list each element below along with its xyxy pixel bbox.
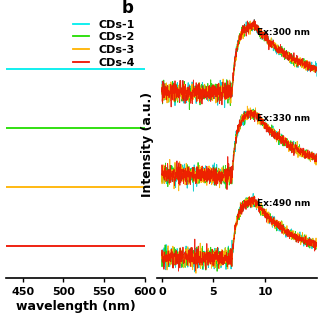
CDs-3 [92,185,95,189]
CDs-1 [104,67,108,71]
CDs-1 [143,67,147,71]
Y-axis label: Intensity (a.u.): Intensity (a.u.) [141,92,154,196]
CDs-3 [143,185,147,189]
CDs-2 [4,126,8,130]
CDs-1 [50,67,53,71]
CDs-4 [50,244,53,248]
CDs-3 [105,185,109,189]
CDs-1 [92,67,95,71]
CDs-3 [50,185,53,189]
CDs-1 [105,67,109,71]
Text: Ex:300 nm: Ex:300 nm [257,28,310,37]
CDs-3 [104,185,108,189]
CDs-3 [4,185,8,189]
CDs-1 [4,67,8,71]
CDs-3 [59,185,63,189]
CDs-2 [92,126,95,130]
CDs-3 [21,185,25,189]
CDs-4 [4,244,8,248]
X-axis label: wavelength (nm): wavelength (nm) [16,300,135,313]
CDs-1 [59,67,63,71]
CDs-4 [105,244,109,248]
CDs-2 [143,126,147,130]
Text: Ex:330 nm: Ex:330 nm [257,114,310,123]
CDs-4 [21,244,25,248]
CDs-4 [59,244,63,248]
Text: Ex:490 nm: Ex:490 nm [257,199,310,208]
CDs-2 [104,126,108,130]
Text: b: b [121,0,133,17]
CDs-2 [21,126,25,130]
CDs-4 [104,244,108,248]
CDs-1 [21,67,25,71]
Legend: CDs-1, CDs-2, CDs-3, CDs-4: CDs-1, CDs-2, CDs-3, CDs-4 [68,15,139,72]
CDs-2 [50,126,53,130]
CDs-4 [143,244,147,248]
CDs-2 [105,126,109,130]
CDs-2 [59,126,63,130]
CDs-4 [92,244,95,248]
